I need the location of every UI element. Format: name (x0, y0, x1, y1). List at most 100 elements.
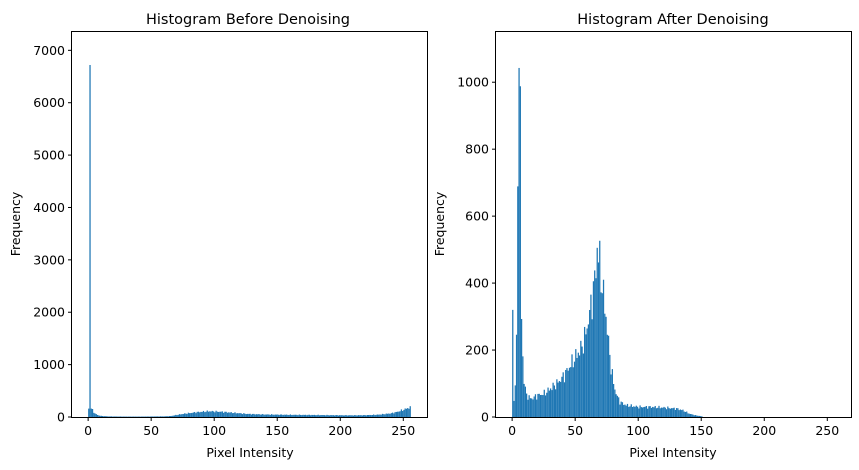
histogram-bar (163, 416, 166, 417)
histogram-bar (519, 86, 521, 417)
histogram-bar (257, 414, 259, 417)
histogram-bar (320, 415, 322, 417)
histogram-bar (592, 281, 595, 417)
y-tick-label: 800 (465, 142, 489, 157)
histogram-bar (153, 416, 155, 417)
histogram-bar (244, 413, 246, 417)
histogram-bar (683, 411, 685, 417)
histogram-bar (341, 415, 343, 417)
histogram-bar (281, 414, 283, 417)
histogram-bar (291, 415, 293, 417)
histogram-bar (272, 414, 274, 417)
histogram-bar (513, 400, 515, 417)
histogram-bar (631, 406, 634, 417)
histogram-bar (186, 413, 188, 417)
y-tick-label: 0 (57, 410, 65, 425)
x-tick-label: 50 (143, 423, 159, 438)
histogram-bar (250, 414, 253, 417)
histogram-bar (301, 415, 303, 417)
histogram-bar (306, 415, 308, 417)
histogram-bar (523, 383, 525, 417)
histogram-bar (393, 413, 395, 417)
histogram-bar (524, 386, 526, 417)
histogram-bar (600, 292, 602, 417)
histogram-bar (355, 415, 357, 417)
chart-after-title: Histogram After Denoising (577, 12, 768, 28)
histogram-bar (514, 385, 516, 417)
histogram-bar (102, 416, 104, 417)
histogram-bar (397, 411, 399, 417)
y-tick-label: 0 (481, 410, 489, 425)
histogram-bar (370, 415, 372, 417)
histogram-bar (580, 340, 582, 417)
histogram-bar (342, 415, 345, 417)
chart-before-x-ticks: 0 50 100 150 200 250 (84, 417, 415, 438)
x-tick-label: 0 (508, 423, 516, 438)
histogram-bar (522, 356, 524, 417)
x-tick-label: 100 (626, 423, 650, 438)
histogram-bar (159, 416, 162, 417)
histogram-bar (287, 414, 289, 417)
histogram-bar (177, 414, 179, 417)
histogram-bar (404, 408, 406, 417)
histogram-bar (563, 382, 566, 417)
histogram-bar (696, 415, 698, 417)
histogram-bar (379, 414, 381, 417)
histogram-bar (91, 409, 94, 417)
histogram-bar (302, 414, 304, 417)
histogram-bar (586, 328, 588, 417)
histogram-bar (402, 410, 404, 417)
histogram-bar (643, 407, 645, 417)
histogram-bar (168, 416, 171, 417)
histogram-bar (605, 316, 607, 417)
chart-after-y-ticks: 0 200 400 600 800 1000 (457, 75, 496, 425)
histogram-bar (386, 413, 389, 417)
histogram-bar (277, 414, 279, 417)
histogram-bar (356, 415, 358, 417)
histogram-bar (307, 414, 309, 417)
histogram-bar (623, 404, 625, 417)
histogram-bar (537, 393, 539, 417)
histogram-bar (647, 408, 649, 417)
histogram-bar (262, 413, 264, 417)
y-tick-label: 1000 (33, 357, 65, 372)
histogram-bar (660, 407, 663, 417)
histogram-bar (639, 405, 641, 417)
histogram-bar (699, 416, 702, 417)
chart-before-x-label: Pixel Intensity (206, 445, 294, 460)
histogram-bar (590, 294, 592, 417)
histogram-bar (381, 413, 384, 417)
histogram-bar (407, 408, 409, 417)
histogram-bar (167, 416, 169, 417)
histogram-bar (577, 352, 579, 417)
histogram-bar (235, 413, 237, 417)
x-tick-label: 200 (752, 423, 776, 438)
histogram-bar (350, 415, 352, 417)
histogram-bar (180, 414, 182, 417)
x-tick-label: 250 (391, 423, 415, 438)
histogram-bar (638, 408, 640, 417)
histogram-bar (323, 415, 326, 417)
histogram-bar (658, 405, 660, 417)
histogram-bar (380, 414, 382, 417)
histogram-bar (113, 416, 115, 417)
histogram-bar (318, 415, 321, 417)
histogram-bar (212, 411, 215, 417)
histogram-bar (267, 414, 269, 417)
histogram-bar (166, 416, 168, 417)
histogram-bar (676, 408, 678, 417)
histogram-bar (157, 416, 159, 417)
histogram-bar (108, 416, 110, 417)
histogram-bar (376, 414, 379, 417)
histogram-bar (241, 414, 244, 417)
histogram-bar (209, 411, 211, 417)
histogram-bar (223, 412, 225, 417)
histogram-bar (601, 293, 603, 417)
histogram-bar (614, 389, 616, 417)
histogram-bar (191, 412, 193, 417)
histogram-bar (518, 67, 520, 417)
histogram-bar (119, 416, 121, 417)
histogram-bar (289, 414, 292, 417)
histogram-bar (336, 415, 338, 417)
